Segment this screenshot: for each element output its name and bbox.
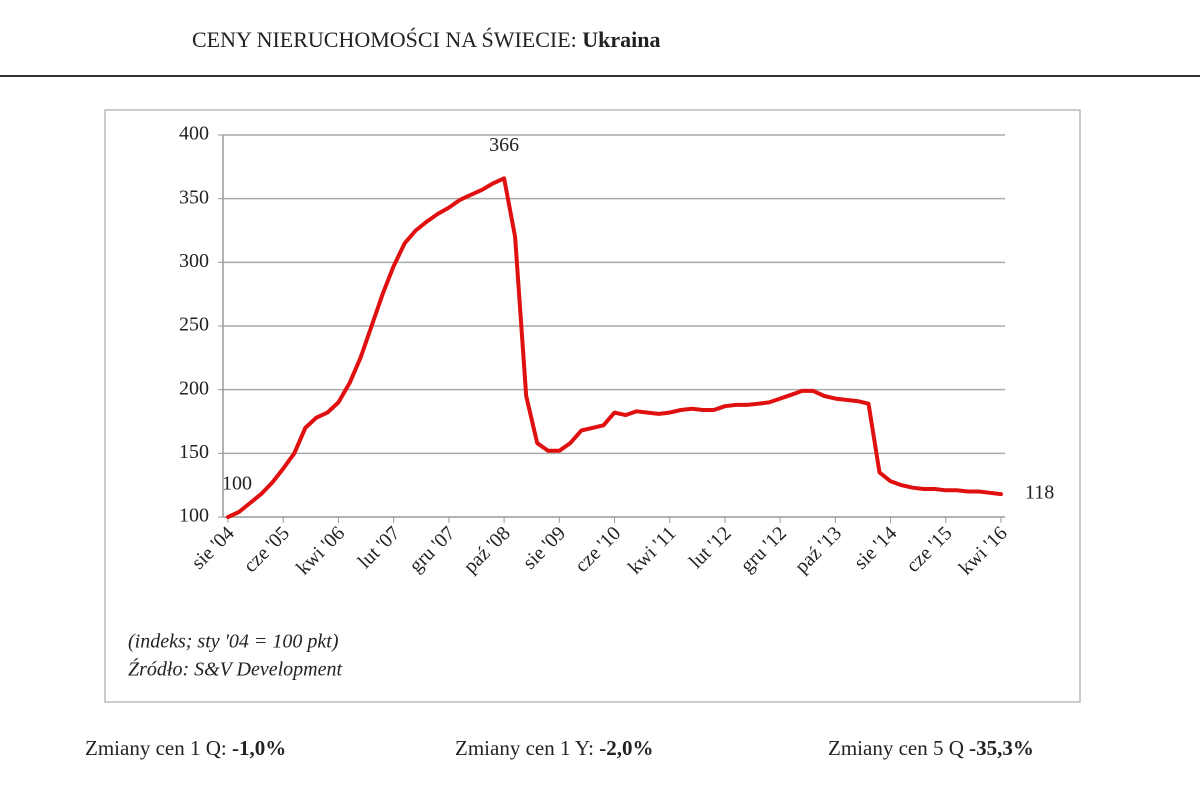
- footer-label: Zmiany cen 1 Y:: [455, 736, 599, 760]
- x-tick-label: cze '15: [902, 522, 957, 577]
- y-tick-label: 100: [179, 505, 209, 527]
- note: Źródło: S&V Development: [128, 658, 342, 681]
- footer-item: Zmiany cen 1 Y: -2,0%: [455, 736, 654, 760]
- y-tick-label: 400: [179, 123, 209, 145]
- footer-label: Zmiany cen 5 Q: [828, 736, 969, 760]
- x-tick-label: gru '12: [736, 522, 791, 577]
- footer-item: Zmiany cen 1 Q: -1,0%: [85, 736, 286, 760]
- x-tick-label: lut '07: [354, 522, 405, 573]
- note: (indeks; sty '04 = 100 pkt): [128, 631, 339, 653]
- x-tick-label: sie '09: [519, 522, 570, 573]
- x-tick-label: sie '04: [187, 522, 238, 573]
- data-label: 100: [222, 473, 252, 495]
- x-tick-label: kwi '16: [955, 522, 1012, 579]
- footer-value: -2,0%: [599, 736, 653, 760]
- title-text: CENY NIERUCHOMOŚCI NA ŚWIECIE:: [192, 27, 582, 52]
- x-tick-label: cze '05: [239, 522, 294, 577]
- y-tick-label: 300: [179, 250, 209, 272]
- x-tick-label: gru '07: [405, 522, 460, 577]
- x-tick-label: paź '13: [791, 522, 846, 577]
- x-tick-label: kwi '11: [624, 522, 680, 578]
- y-tick-label: 200: [179, 377, 209, 399]
- x-tick-label: lut '12: [685, 522, 736, 573]
- country: Ukraina: [582, 27, 660, 52]
- footer-item: Zmiany cen 5 Q -35,3%: [828, 736, 1034, 760]
- data-label: 118: [1025, 482, 1054, 504]
- x-tick-label: sie '14: [850, 522, 901, 573]
- y-tick-label: 350: [179, 186, 209, 208]
- footer-value: -35,3%: [969, 736, 1034, 760]
- y-tick-label: 250: [179, 314, 209, 336]
- data-label: 366: [489, 134, 519, 156]
- header-title: CENY NIERUCHOMOŚCI NA ŚWIECIE: Ukraina: [192, 27, 661, 52]
- footer: Zmiany cen 1 Q: -1,0% Zmiany cen 1 Y: -2…: [85, 736, 1034, 760]
- x-tick-label: kwi '06: [292, 522, 349, 579]
- chart-frame: [104, 109, 1081, 703]
- data-line: [226, 176, 1003, 519]
- y-tick-label: 150: [179, 441, 209, 463]
- x-tick-label: paź '08: [459, 522, 514, 577]
- x-tick-label: cze '10: [571, 522, 626, 577]
- footer-value: -1,0%: [232, 736, 286, 760]
- footer-label: Zmiany cen 1 Q:: [85, 736, 232, 760]
